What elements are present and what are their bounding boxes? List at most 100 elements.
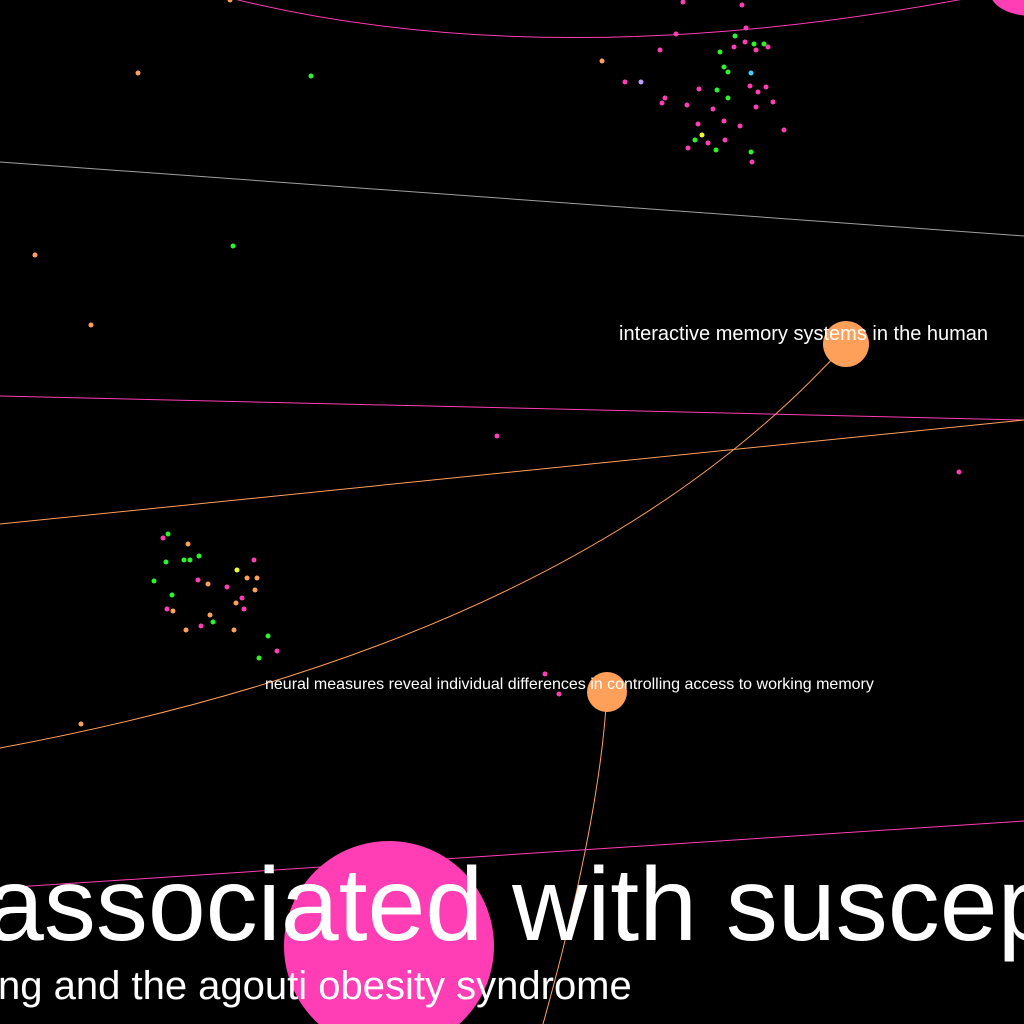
node-dot-pink-44[interactable]	[160, 535, 166, 541]
node-dot-pink-1[interactable]	[739, 2, 745, 8]
node-dot-pink-31[interactable]	[695, 121, 701, 127]
label-memory-systems: interactive memory systems in the human	[619, 323, 988, 345]
node-dot-green-36[interactable]	[692, 137, 698, 143]
node-dot-pink-63[interactable]	[164, 606, 170, 612]
node-dot-pink-34[interactable]	[781, 127, 787, 133]
node-memory-systems[interactable]	[823, 321, 869, 367]
node-dot-pink-2[interactable]	[743, 25, 749, 31]
node-dot-green-72[interactable]	[256, 655, 262, 661]
edge-top-arc	[236, 0, 961, 38]
node-dot-pink-37[interactable]	[705, 140, 711, 146]
node-dot-green-75[interactable]	[308, 73, 314, 79]
node-dot-pink-28[interactable]	[684, 102, 690, 108]
node-dot-orange-12[interactable]	[599, 58, 605, 64]
node-dot-pink-24[interactable]	[662, 95, 668, 101]
node-dot-green-47[interactable]	[181, 557, 187, 563]
node-dot-orange-53[interactable]	[254, 575, 260, 581]
node-dot-orange-68[interactable]	[183, 627, 189, 633]
node-dot-green-43[interactable]	[165, 531, 171, 537]
node-dot-pink-4[interactable]	[673, 31, 679, 37]
node-dot-orange-74[interactable]	[135, 70, 141, 76]
node-dot-green-77[interactable]	[230, 243, 236, 249]
node-dot-pink-62[interactable]	[241, 606, 247, 612]
node-dot-pink-39[interactable]	[685, 145, 691, 151]
node-dot-green-41[interactable]	[748, 149, 754, 155]
edge-pink-horizontal	[0, 395, 1024, 421]
node-dot-green-14[interactable]	[721, 64, 727, 70]
node-dot-green-84[interactable]	[954, 908, 960, 914]
node-dot-pink-27[interactable]	[770, 99, 776, 105]
node-dot-pink-19[interactable]	[696, 86, 702, 92]
node-dot-green-46[interactable]	[196, 553, 202, 559]
node-dot-pink-11[interactable]	[657, 47, 663, 53]
node-dot-cyan-16[interactable]	[748, 70, 754, 76]
node-dot-pink-5[interactable]	[742, 39, 748, 45]
node-dot-pink-71[interactable]	[274, 648, 280, 654]
node-dot-pink-67[interactable]	[198, 623, 204, 629]
node-dot-green-15[interactable]	[725, 69, 731, 75]
node-dot-pink-29[interactable]	[710, 106, 716, 112]
node-dot-pink-9[interactable]	[731, 44, 737, 50]
dot-layer	[32, 0, 962, 914]
node-dot-yellow-51[interactable]	[234, 567, 240, 573]
node-dot-pink-60[interactable]	[239, 595, 245, 601]
node-dot-green-26[interactable]	[725, 95, 731, 101]
node-dot-green-3[interactable]	[732, 33, 738, 39]
node-dot-green-10[interactable]	[717, 49, 723, 55]
edge-orange-rising	[0, 419, 1024, 525]
node-dot-green-66[interactable]	[210, 619, 216, 625]
node-dot-orange-65[interactable]	[207, 612, 213, 618]
node-dot-pink-38[interactable]	[722, 137, 728, 143]
node-dot-pink-54[interactable]	[195, 577, 201, 583]
node-dot-green-6[interactable]	[751, 41, 757, 47]
label-neural-measures: neural measures reveal individual differ…	[265, 676, 874, 693]
node-dot-orange-52[interactable]	[244, 575, 250, 581]
node-dot-pink-8[interactable]	[765, 44, 771, 50]
node-dot-orange-81[interactable]	[78, 721, 84, 727]
node-dot-green-40[interactable]	[713, 147, 719, 153]
node-dot-pink-42[interactable]	[749, 159, 755, 165]
node-dot-pink-30[interactable]	[753, 104, 759, 110]
node-dot-orange-58[interactable]	[252, 587, 258, 593]
node-dot-pink-0[interactable]	[680, 0, 686, 5]
node-dot-orange-45[interactable]	[185, 541, 191, 547]
label-big-subtitle: ng and the agouti obesity syndrome	[0, 964, 632, 1008]
node-dot-pink-83[interactable]	[556, 691, 562, 697]
node-dot-pink-13[interactable]	[753, 47, 759, 53]
node-dot-orange-78[interactable]	[88, 322, 94, 328]
node-dot-pink-79[interactable]	[494, 433, 500, 439]
node-dot-pink-32[interactable]	[721, 118, 727, 124]
node-dot-orange-61[interactable]	[233, 600, 239, 606]
node-dot-green-70[interactable]	[265, 633, 271, 639]
node-dot-pink-25[interactable]	[659, 100, 665, 106]
node-dot-lavender-18[interactable]	[638, 79, 644, 85]
node-dot-pink-57[interactable]	[224, 584, 230, 590]
node-dot-pink-21[interactable]	[747, 83, 753, 89]
node-dot-orange-76[interactable]	[32, 252, 38, 258]
node-dot-orange-55[interactable]	[205, 581, 211, 587]
node-dot-green-56[interactable]	[151, 578, 157, 584]
node-pink-large[interactable]	[284, 841, 494, 1024]
node-dot-green-20[interactable]	[714, 87, 720, 93]
node-dot-orange-69[interactable]	[231, 627, 237, 633]
node-dot-orange-64[interactable]	[170, 608, 176, 614]
node-dot-green-48[interactable]	[187, 557, 193, 563]
node-dot-pink-17[interactable]	[622, 79, 628, 85]
node-dot-green-7[interactable]	[761, 41, 767, 47]
node-dot-pink-82[interactable]	[542, 671, 548, 677]
node-pink-corner[interactable]	[990, 0, 1024, 16]
edge-gray-diagonal	[0, 161, 1024, 237]
node-neural-measures[interactable]	[587, 672, 627, 712]
edge-orange-curve	[0, 343, 847, 749]
node-dot-green-59[interactable]	[169, 592, 175, 598]
node-dot-orange-73[interactable]	[227, 0, 233, 3]
node-dot-pink-50[interactable]	[251, 557, 257, 563]
node-dot-pink-80[interactable]	[956, 469, 962, 475]
node-dot-pink-23[interactable]	[755, 89, 761, 95]
node-dot-pink-33[interactable]	[737, 123, 743, 129]
node-dot-yellow-35[interactable]	[699, 132, 705, 138]
node-dot-pink-22[interactable]	[763, 84, 769, 90]
node-dot-green-49[interactable]	[163, 559, 169, 565]
